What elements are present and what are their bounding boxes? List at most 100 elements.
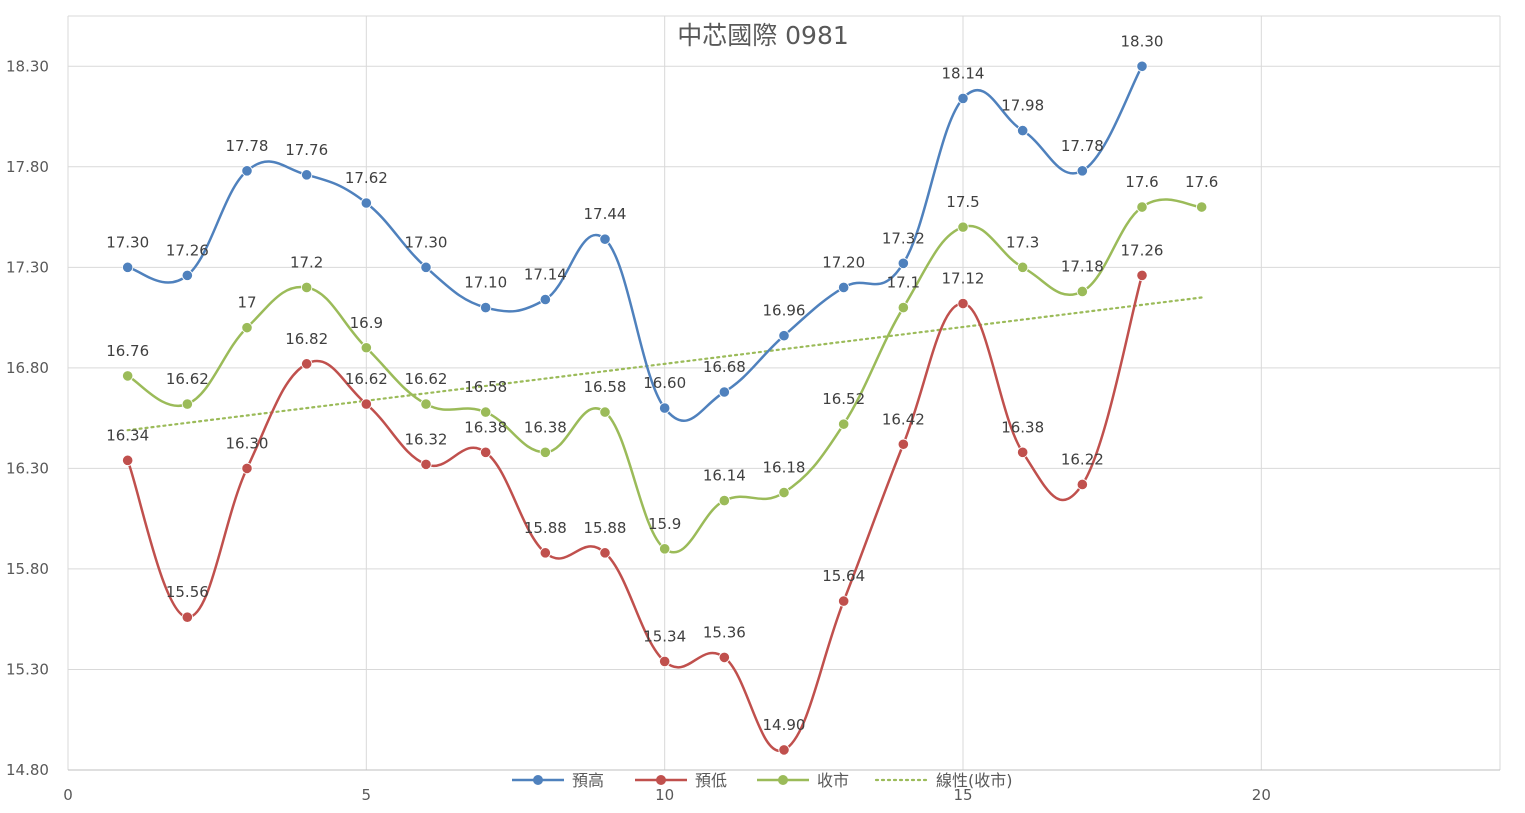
y-tick-label: 16.80 xyxy=(6,359,49,377)
data-label-high: 17.14 xyxy=(524,266,567,284)
legend-label: 線性(收市) xyxy=(936,771,1013,790)
data-label-close: 17.2 xyxy=(290,253,323,271)
data-label-low: 16.62 xyxy=(345,370,388,388)
legend-item: 收市 xyxy=(757,771,849,790)
data-point-low xyxy=(1017,446,1029,458)
data-point-high xyxy=(838,281,850,294)
data-label-low: 16.38 xyxy=(1001,418,1044,436)
y-tick-label: 18.30 xyxy=(6,57,49,75)
data-point-high xyxy=(897,257,909,269)
data-label-high: 18.30 xyxy=(1121,32,1164,50)
data-point-close xyxy=(718,494,730,507)
data-label-high: 17.10 xyxy=(464,274,507,292)
data-point-close xyxy=(1136,201,1148,213)
x-tick-label: 5 xyxy=(362,786,372,804)
legend-item: 預低 xyxy=(635,771,727,790)
x-tick-label: 20 xyxy=(1252,786,1271,804)
data-point-close xyxy=(599,406,611,418)
data-point-high xyxy=(778,330,790,342)
y-tick-label: 16.30 xyxy=(6,459,49,477)
data-point-close xyxy=(897,301,909,314)
data-label-high: 17.78 xyxy=(226,137,269,155)
data-point-low xyxy=(241,462,253,474)
data-label-low: 15.56 xyxy=(166,583,209,601)
data-point-close xyxy=(1196,201,1208,213)
data-point-low xyxy=(122,454,134,466)
data-label-low: 14.90 xyxy=(763,716,806,734)
data-label-close: 16.9 xyxy=(350,314,383,332)
legend-label: 預低 xyxy=(695,771,727,790)
data-point-high xyxy=(957,92,969,105)
data-label-high: 17.20 xyxy=(822,253,865,271)
data-point-low xyxy=(599,547,611,559)
data-label-high: 18.14 xyxy=(942,64,985,82)
data-point-close xyxy=(181,398,193,410)
data-point-low xyxy=(360,398,372,410)
data-label-close: 16.58 xyxy=(584,378,627,396)
x-tick-label: 10 xyxy=(655,786,674,804)
data-label-low: 16.30 xyxy=(226,434,269,452)
trendline-linear-close xyxy=(126,296,1203,432)
data-point-low xyxy=(480,446,492,458)
gridlines xyxy=(67,15,1501,771)
data-point-high xyxy=(539,293,551,306)
data-label-close: 17 xyxy=(237,294,256,312)
data-point-low xyxy=(420,458,432,470)
legend-item: 線性(收市) xyxy=(874,771,1013,790)
data-label-high: 16.96 xyxy=(763,302,806,320)
data-label-close: 16.76 xyxy=(106,342,149,360)
data-point-high xyxy=(659,402,671,414)
data-label-close: 16.14 xyxy=(703,467,746,485)
data-point-low xyxy=(1136,269,1148,281)
data-label-close: 17.5 xyxy=(946,193,979,211)
y-tick-label: 15.30 xyxy=(6,660,49,678)
data-label-close: 17.3 xyxy=(1006,233,1039,251)
legend-item: 預高 xyxy=(512,771,604,790)
y-tick-label: 15.80 xyxy=(6,560,49,578)
data-label-low: 15.88 xyxy=(584,519,627,537)
data-label-low: 15.34 xyxy=(643,627,686,645)
data-point-close xyxy=(539,446,551,458)
data-point-low xyxy=(718,651,730,664)
data-label-high: 16.60 xyxy=(643,374,686,392)
data-point-close xyxy=(480,406,492,418)
data-point-low xyxy=(838,595,850,607)
data-label-high: 17.76 xyxy=(285,141,328,159)
data-label-high: 17.62 xyxy=(345,169,388,187)
data-label-close: 16.62 xyxy=(166,370,209,388)
data-point-close xyxy=(420,398,432,410)
data-label-close: 17.6 xyxy=(1125,173,1158,191)
data-label-low: 17.26 xyxy=(1121,241,1164,259)
legend-marker xyxy=(778,775,788,785)
data-label-close: 16.58 xyxy=(464,378,507,396)
data-point-high xyxy=(122,261,134,273)
data-point-high xyxy=(1076,165,1088,177)
y-tick-label: 14.80 xyxy=(6,761,49,779)
data-point-high xyxy=(480,301,492,314)
data-point-low xyxy=(659,655,671,668)
data-point-close xyxy=(838,418,850,430)
data-point-low xyxy=(778,744,790,756)
data-label-low: 15.64 xyxy=(822,567,865,585)
data-point-high xyxy=(1017,125,1029,137)
data-label-close: 17.6 xyxy=(1185,173,1218,191)
data-point-close xyxy=(1017,261,1029,273)
y-tick-label: 17.30 xyxy=(6,258,49,276)
data-label-low: 16.38 xyxy=(464,418,507,436)
data-point-low xyxy=(301,358,313,370)
data-point-high xyxy=(360,197,372,209)
data-point-low xyxy=(539,547,551,559)
data-point-low xyxy=(1076,478,1088,491)
data-label-high: 17.44 xyxy=(584,205,627,223)
data-point-high xyxy=(301,169,313,181)
x-tick-label: 15 xyxy=(953,786,972,804)
data-label-low: 16.42 xyxy=(882,410,925,428)
data-label-close: 16.52 xyxy=(822,390,865,408)
data-label-low: 15.36 xyxy=(703,623,746,641)
legend-marker xyxy=(533,775,543,785)
data-point-high xyxy=(181,269,193,281)
data-point-high xyxy=(1136,60,1148,72)
data-labels: 17.30 17.26 17.78 17.76 17.62 17.30 17.10 17.14… xyxy=(106,32,1218,734)
